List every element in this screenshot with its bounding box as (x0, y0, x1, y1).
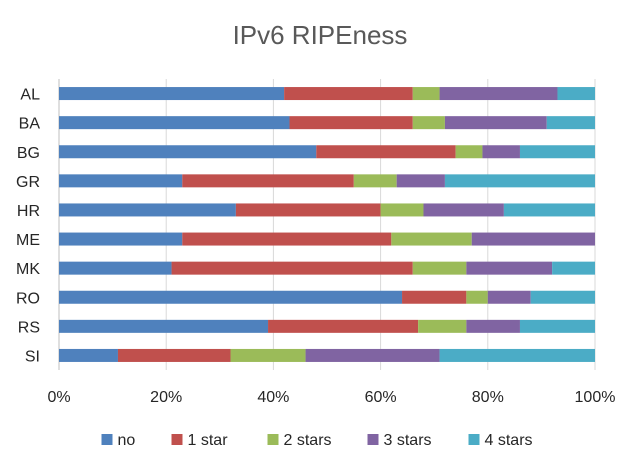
bar-bg-series-0 (59, 145, 317, 159)
bar-rs-series-4 (519, 319, 595, 333)
category-label: HR (17, 203, 40, 220)
bar-hr-series-1 (235, 203, 381, 217)
bar-bg-series-3 (482, 145, 520, 159)
bar-rs-series-0 (59, 319, 269, 333)
bar-me-series-1 (182, 232, 392, 246)
category-label: ME (16, 232, 40, 249)
legend-swatch (171, 434, 183, 445)
bar-si-series-0 (59, 348, 118, 362)
x-tick-label: 20% (150, 389, 182, 406)
bar-ba-series-1 (289, 116, 413, 130)
legend-label: no (118, 432, 136, 449)
bar-ro-series-3 (487, 290, 531, 304)
chart-title: IPv6 RIPEness (233, 20, 408, 50)
legend-label: 3 stars (384, 432, 432, 449)
bar-rs-series-2 (418, 319, 467, 333)
bar-mk-series-1 (171, 261, 413, 275)
bar-ro-series-2 (466, 290, 488, 304)
bar-al-series-0 (59, 87, 285, 101)
bar-ro-series-0 (59, 290, 403, 304)
bar-gr-series-4 (444, 174, 595, 188)
x-tick-label: 0% (47, 389, 70, 406)
category-label: GR (16, 174, 40, 191)
bar-si-series-3 (305, 348, 440, 362)
bar-ro-series-1 (402, 290, 467, 304)
bar-bg-series-4 (519, 145, 595, 159)
category-label: AL (20, 87, 40, 104)
legend-swatch (367, 434, 379, 445)
bar-si-series-2 (230, 348, 306, 362)
bar-ba-series-4 (546, 116, 595, 130)
category-label: BA (19, 116, 41, 133)
bar-mk-series-0 (59, 261, 172, 275)
x-axis-tick-labels: 0% 20% 40% 60% 80% 100% (47, 389, 615, 406)
category-label: MK (16, 261, 40, 278)
bar-gr-series-1 (182, 174, 354, 188)
bar-bg-series-2 (455, 145, 483, 159)
legend-swatch (468, 434, 480, 445)
bar-ba-series-3 (444, 116, 547, 130)
bar-bg-series-1 (316, 145, 456, 159)
bar-rs-series-3 (466, 319, 520, 333)
bar-ro-series-4 (530, 290, 595, 304)
x-tick-label: 60% (365, 389, 397, 406)
bar-al-series-4 (557, 87, 595, 101)
bar-hr-series-3 (423, 203, 504, 217)
bar-rs-series-1 (268, 319, 419, 333)
category-label: RS (18, 319, 40, 336)
category-label: RO (16, 290, 40, 307)
bar-gr-series-0 (59, 174, 183, 188)
bar-si-series-1 (117, 348, 231, 362)
category-labels: AL BA BG GR HR ME MK RO RS SI (16, 87, 40, 366)
bars (59, 87, 595, 362)
bar-hr-series-4 (503, 203, 595, 217)
bar-me-series-3 (471, 232, 595, 246)
bar-si-series-4 (439, 348, 595, 362)
x-tick-label: 40% (257, 389, 289, 406)
bar-gr-series-3 (396, 174, 445, 188)
bar-hr-series-0 (59, 203, 236, 217)
bar-al-series-2 (412, 87, 440, 101)
bar-al-series-3 (439, 87, 558, 101)
x-tick-label: 80% (472, 389, 504, 406)
bar-mk-series-2 (412, 261, 467, 275)
bar-me-series-0 (59, 232, 183, 246)
category-label: BG (17, 145, 40, 162)
bar-al-series-1 (284, 87, 413, 101)
legend-label: 2 stars (284, 432, 332, 449)
bar-me-series-2 (391, 232, 472, 246)
bar-mk-series-4 (552, 261, 595, 275)
bar-gr-series-2 (353, 174, 397, 188)
bar-mk-series-3 (466, 261, 553, 275)
legend-swatch (101, 434, 113, 445)
legend-swatch (267, 434, 279, 445)
legend: no 1 star 2 stars 3 stars 4 stars (101, 432, 533, 449)
legend-label: 4 stars (485, 432, 533, 449)
legend-label: 1 star (188, 432, 229, 449)
category-label: SI (25, 348, 40, 365)
x-tick-label: 100% (575, 389, 616, 406)
bar-ba-series-2 (412, 116, 445, 130)
bar-ba-series-0 (59, 116, 290, 130)
bar-hr-series-2 (380, 203, 424, 217)
